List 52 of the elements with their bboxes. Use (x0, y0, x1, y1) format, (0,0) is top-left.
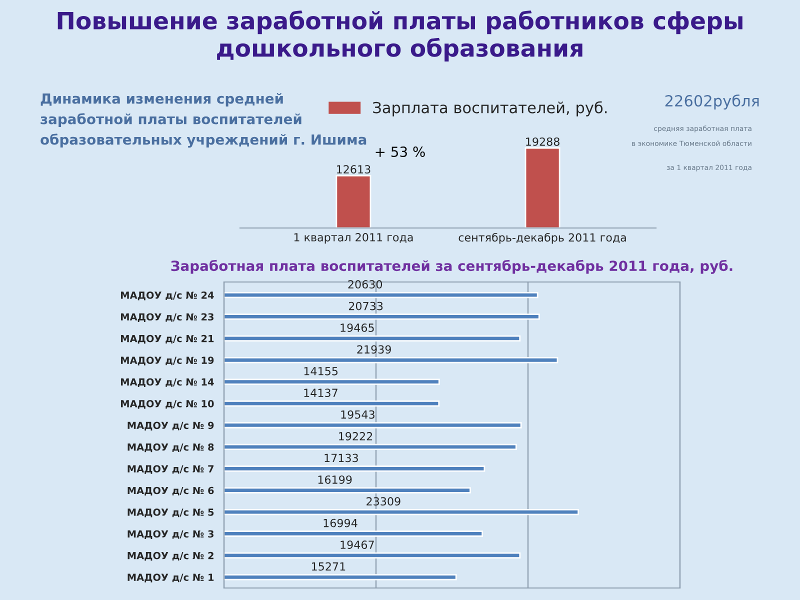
data-label: 17133 (324, 454, 358, 462)
chart-subtitle: Динамика изменения средней заработной платы воспитателей образовательных учреждений г. Ишима (40, 93, 366, 148)
data-label: 14155 (304, 367, 338, 376)
bar (224, 335, 521, 342)
bar (224, 422, 522, 428)
y-tick-label: МАДОУ д/с № 3 (128, 530, 214, 539)
data-label: 20733 (348, 302, 383, 310)
data-label: 19543 (341, 410, 374, 419)
data-label: 16199 (318, 475, 352, 484)
y-tick-label: МАДОУ д/с № 2 (128, 552, 214, 561)
bar (224, 530, 484, 537)
data-label: 12613 (337, 165, 370, 174)
chart-title: Повышение заработной платы работников сферы дошкольного образования (58, 10, 742, 62)
data-label: 20630 (348, 280, 382, 289)
legend-label: Зарплата воспитателей, руб. (373, 101, 607, 116)
y-tick-label: МАДОУ д/с № 19 (121, 356, 214, 366)
annotation: + 53 % (376, 146, 425, 158)
bar (224, 400, 440, 407)
y-tick-label: МАДОУ д/с № 5 (128, 508, 214, 518)
bar (224, 508, 579, 516)
bar (224, 357, 558, 364)
bar (224, 292, 538, 298)
data-label: 19222 (339, 432, 372, 440)
y-tick-label: МАДОУ д/с № 10 (121, 400, 214, 409)
x-tick-label: сентябрь-декабрь 2011 года (458, 232, 626, 244)
bar (224, 466, 486, 472)
y-tick-label: МАДОУ д/с № 6 (128, 486, 214, 496)
data-label: 14137 (304, 388, 338, 398)
y-tick-label: МАДОУ д/с № 14 (121, 378, 214, 388)
data-label: 15271 (312, 562, 346, 571)
data-label: 19288 (526, 137, 560, 146)
y-tick-label: МАДОУ д/с № 23 (121, 313, 214, 322)
chart-title: Заработная плата воспитателей за сентябрь-декабрь 2011 года, руб. (171, 260, 732, 274)
data-label: 23309 (366, 497, 400, 506)
data-label: 21939 (357, 345, 391, 354)
y-tick-label: МАДОУ д/с № 1 (128, 574, 214, 582)
bar (224, 552, 521, 559)
y-tick-label: МАДОУ д/с № 8 (128, 443, 214, 452)
bar (224, 444, 517, 450)
x-tick-label: 1 квартал 2011 года (294, 233, 413, 244)
y-tick-label: МАДОУ д/с № 9 (128, 422, 214, 430)
data-label: 16994 (324, 518, 358, 528)
y-tick-label: МАДОУ д/с № 24 (121, 292, 214, 300)
bar (224, 314, 540, 320)
bar (224, 487, 471, 494)
y-tick-label: МАДОУ д/с № 21 (121, 334, 214, 344)
y-tick-label: МАДОУ д/с № 7 (128, 465, 214, 474)
data-label: 19467 (340, 540, 374, 549)
text: 22602рубля (665, 94, 759, 110)
bar (224, 378, 440, 385)
bar (224, 574, 457, 580)
data-label: 19465 (340, 324, 374, 332)
